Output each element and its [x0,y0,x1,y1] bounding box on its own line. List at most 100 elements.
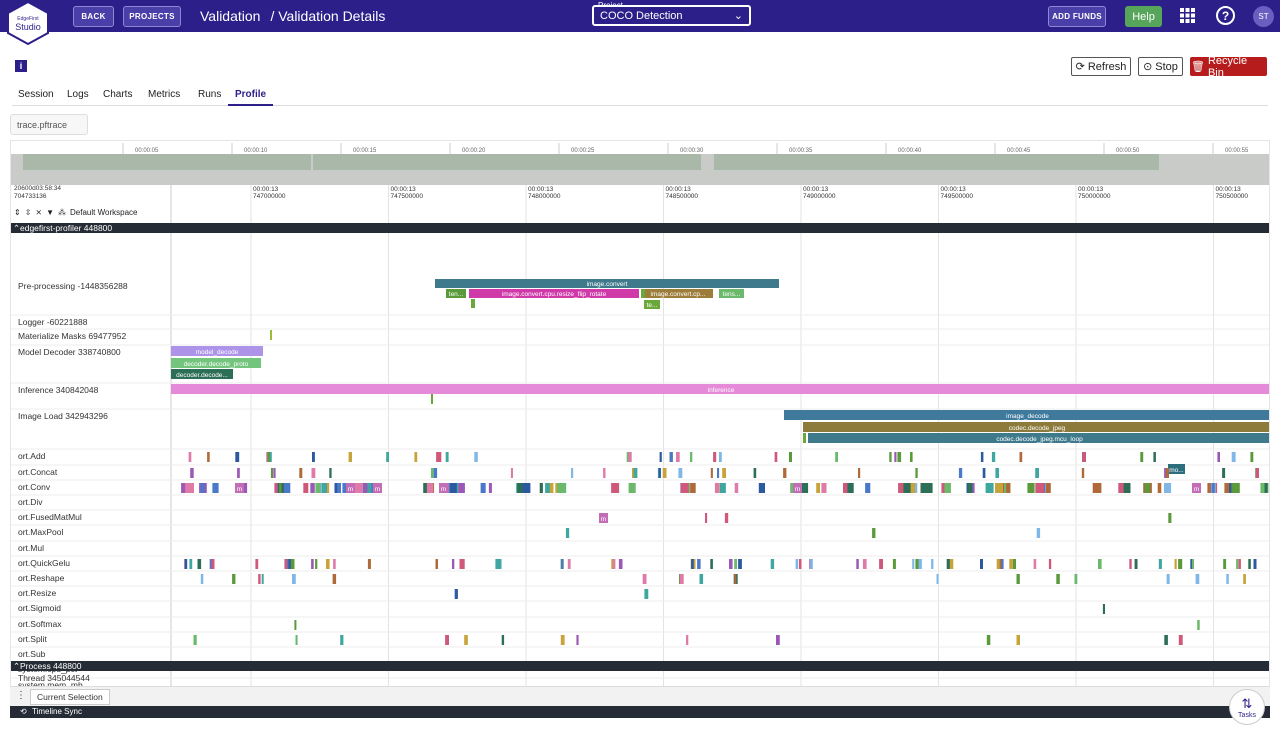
op-event[interactable] [946,559,951,569]
recycle-bin-button[interactable]: 🗑 Recycle Bin [1190,55,1267,79]
op-event[interactable] [212,483,219,493]
op-event[interactable] [1243,574,1246,584]
op-event[interactable] [1226,574,1229,584]
trace-slice[interactable] [719,289,744,298]
op-event[interactable] [1168,513,1172,523]
track-label[interactable]: Materialize Masks 69477952 [18,331,127,341]
stop-button[interactable]: ⊙ Stop [1138,57,1183,76]
op-event[interactable] [322,483,327,493]
op-event[interactable] [1019,452,1023,462]
op-event[interactable] [999,559,1002,569]
op-event[interactable] [426,483,434,493]
trace-slice[interactable] [171,384,1270,394]
op-event[interactable] [1118,483,1124,493]
trace-slice[interactable] [471,299,475,308]
op-event[interactable] [283,483,291,493]
group-header-process[interactable]: ⌃ Process 448800 [11,661,1269,671]
op-event[interactable] [181,483,187,493]
op-event[interactable] [329,468,332,478]
op-event[interactable] [995,483,1003,493]
op-event[interactable] [242,483,248,493]
op-event[interactable] [332,574,337,584]
op-event[interactable] [1158,559,1162,569]
op-event[interactable] [430,468,434,478]
op-event[interactable] [386,452,389,462]
op-event[interactable] [738,559,742,569]
back-button[interactable]: BACK [73,6,114,27]
op-event[interactable] [892,559,896,569]
help-button[interactable]: Help [1125,6,1162,27]
tab-charts[interactable]: Charts [103,89,133,100]
op-event[interactable] [982,468,986,478]
op-event[interactable] [835,452,838,462]
track-label[interactable]: ort.MaxPool [18,527,64,537]
op-event[interactable] [847,483,854,493]
op-event[interactable] [936,574,939,584]
op-event[interactable] [480,483,486,493]
op-event[interactable] [630,483,636,493]
op-event[interactable] [501,635,505,645]
op-event[interactable] [1248,559,1251,569]
op-event[interactable] [445,452,449,462]
op-event[interactable] [676,452,680,462]
group-header-profiler[interactable]: ⌃ edgefirst-profiler 448800 [11,223,1269,233]
op-event[interactable] [717,468,720,478]
op-event[interactable] [1013,559,1016,569]
op-event[interactable] [618,559,623,569]
op-event[interactable] [565,528,570,538]
op-event[interactable] [862,559,867,569]
filter-icon[interactable]: ▼ [46,208,55,217]
op-event[interactable] [611,483,620,493]
op-event[interactable] [642,574,647,584]
op-event[interactable] [560,635,565,645]
track-label[interactable]: ort.Sigmoid [18,603,61,613]
op-event[interactable] [1056,574,1060,584]
op-event[interactable] [267,452,272,462]
op-event[interactable] [790,483,795,493]
expand-icon[interactable]: ⇕ [14,208,21,217]
op-event[interactable] [545,483,552,493]
op-event[interactable] [517,483,524,493]
tracks-area[interactable]: 00:00:1374700000000:00:1374750000000:00:… [11,185,1270,718]
op-event[interactable] [235,452,240,462]
op-event[interactable] [986,635,991,645]
timeline-sync-bar[interactable]: ⟲ Timeline Sync [10,706,1270,718]
op-event[interactable] [315,483,321,493]
op-event[interactable] [718,452,722,462]
op-event[interactable] [1074,574,1078,584]
tab-session[interactable]: Session [18,89,54,100]
op-event[interactable] [1144,483,1150,493]
op-event[interactable] [722,468,726,478]
op-event[interactable] [724,513,729,523]
op-event[interactable] [362,483,368,493]
op-event[interactable] [612,559,616,569]
op-event[interactable] [686,635,689,645]
project-select[interactable]: COCO Detection ⌄ [592,5,751,26]
op-event[interactable] [734,574,737,584]
filter-clear-icon[interactable]: ⨯ [35,208,43,217]
op-event[interactable] [495,559,499,569]
op-event[interactable] [1081,468,1085,478]
add-funds-button[interactable]: ADD FUNDS [1048,6,1106,27]
op-event[interactable] [658,468,661,478]
op-event[interactable] [967,483,973,493]
track-label[interactable]: ort.Sub [18,649,46,659]
op-event[interactable] [567,559,571,569]
op-event-m[interactable] [793,483,802,493]
op-event[interactable] [437,452,442,462]
tasks-button[interactable]: ⇅ Tasks [1229,689,1265,725]
op-event[interactable] [897,452,902,462]
op-event[interactable] [474,452,478,462]
op-event-m[interactable] [1192,483,1201,493]
info-icon[interactable]: i [15,60,27,72]
op-event[interactable] [273,468,276,478]
op-event[interactable] [1222,468,1226,478]
refresh-button[interactable]: ⟳ Refresh [1071,57,1131,76]
track-label[interactable]: system.mem_mb [18,680,83,690]
op-event[interactable] [958,468,963,478]
op-event[interactable] [315,559,318,569]
apps-grid-icon[interactable] [1180,8,1195,23]
op-event[interactable] [436,452,440,462]
op-event[interactable] [799,483,809,493]
current-selection-tab[interactable]: Current Selection [30,689,110,705]
